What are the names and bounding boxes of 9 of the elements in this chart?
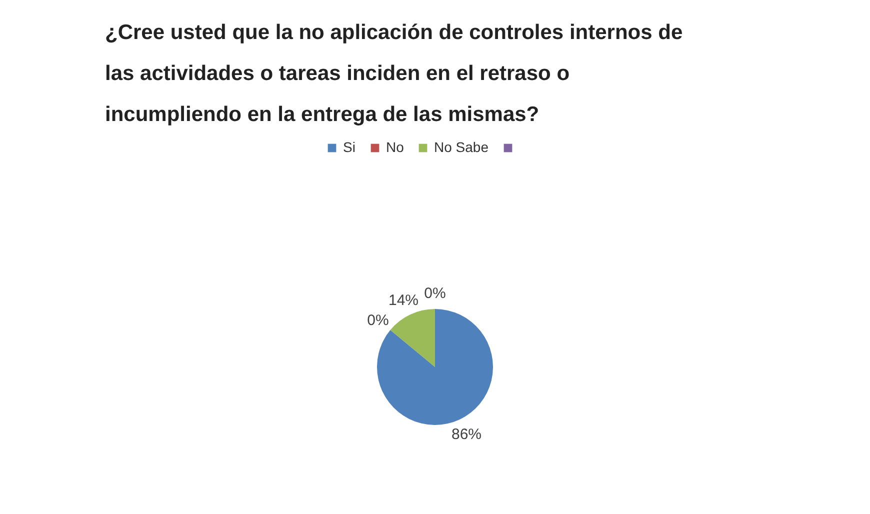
data-label: 86%	[451, 426, 482, 443]
legend-label: Si	[343, 139, 356, 155]
pie-slice	[390, 309, 435, 367]
text: 0%	[367, 312, 389, 329]
chart-title: ¿Cree usted que la no aplicación de controles internos de las actividades o tareas inciden en el retraso o incumpliendo en la entrega de las mismas?	[105, 21, 683, 126]
text: 0%	[424, 285, 446, 302]
legend-label: No Sabe	[434, 139, 489, 155]
legend-label: No	[386, 139, 404, 155]
data-label: 14%	[388, 292, 419, 310]
